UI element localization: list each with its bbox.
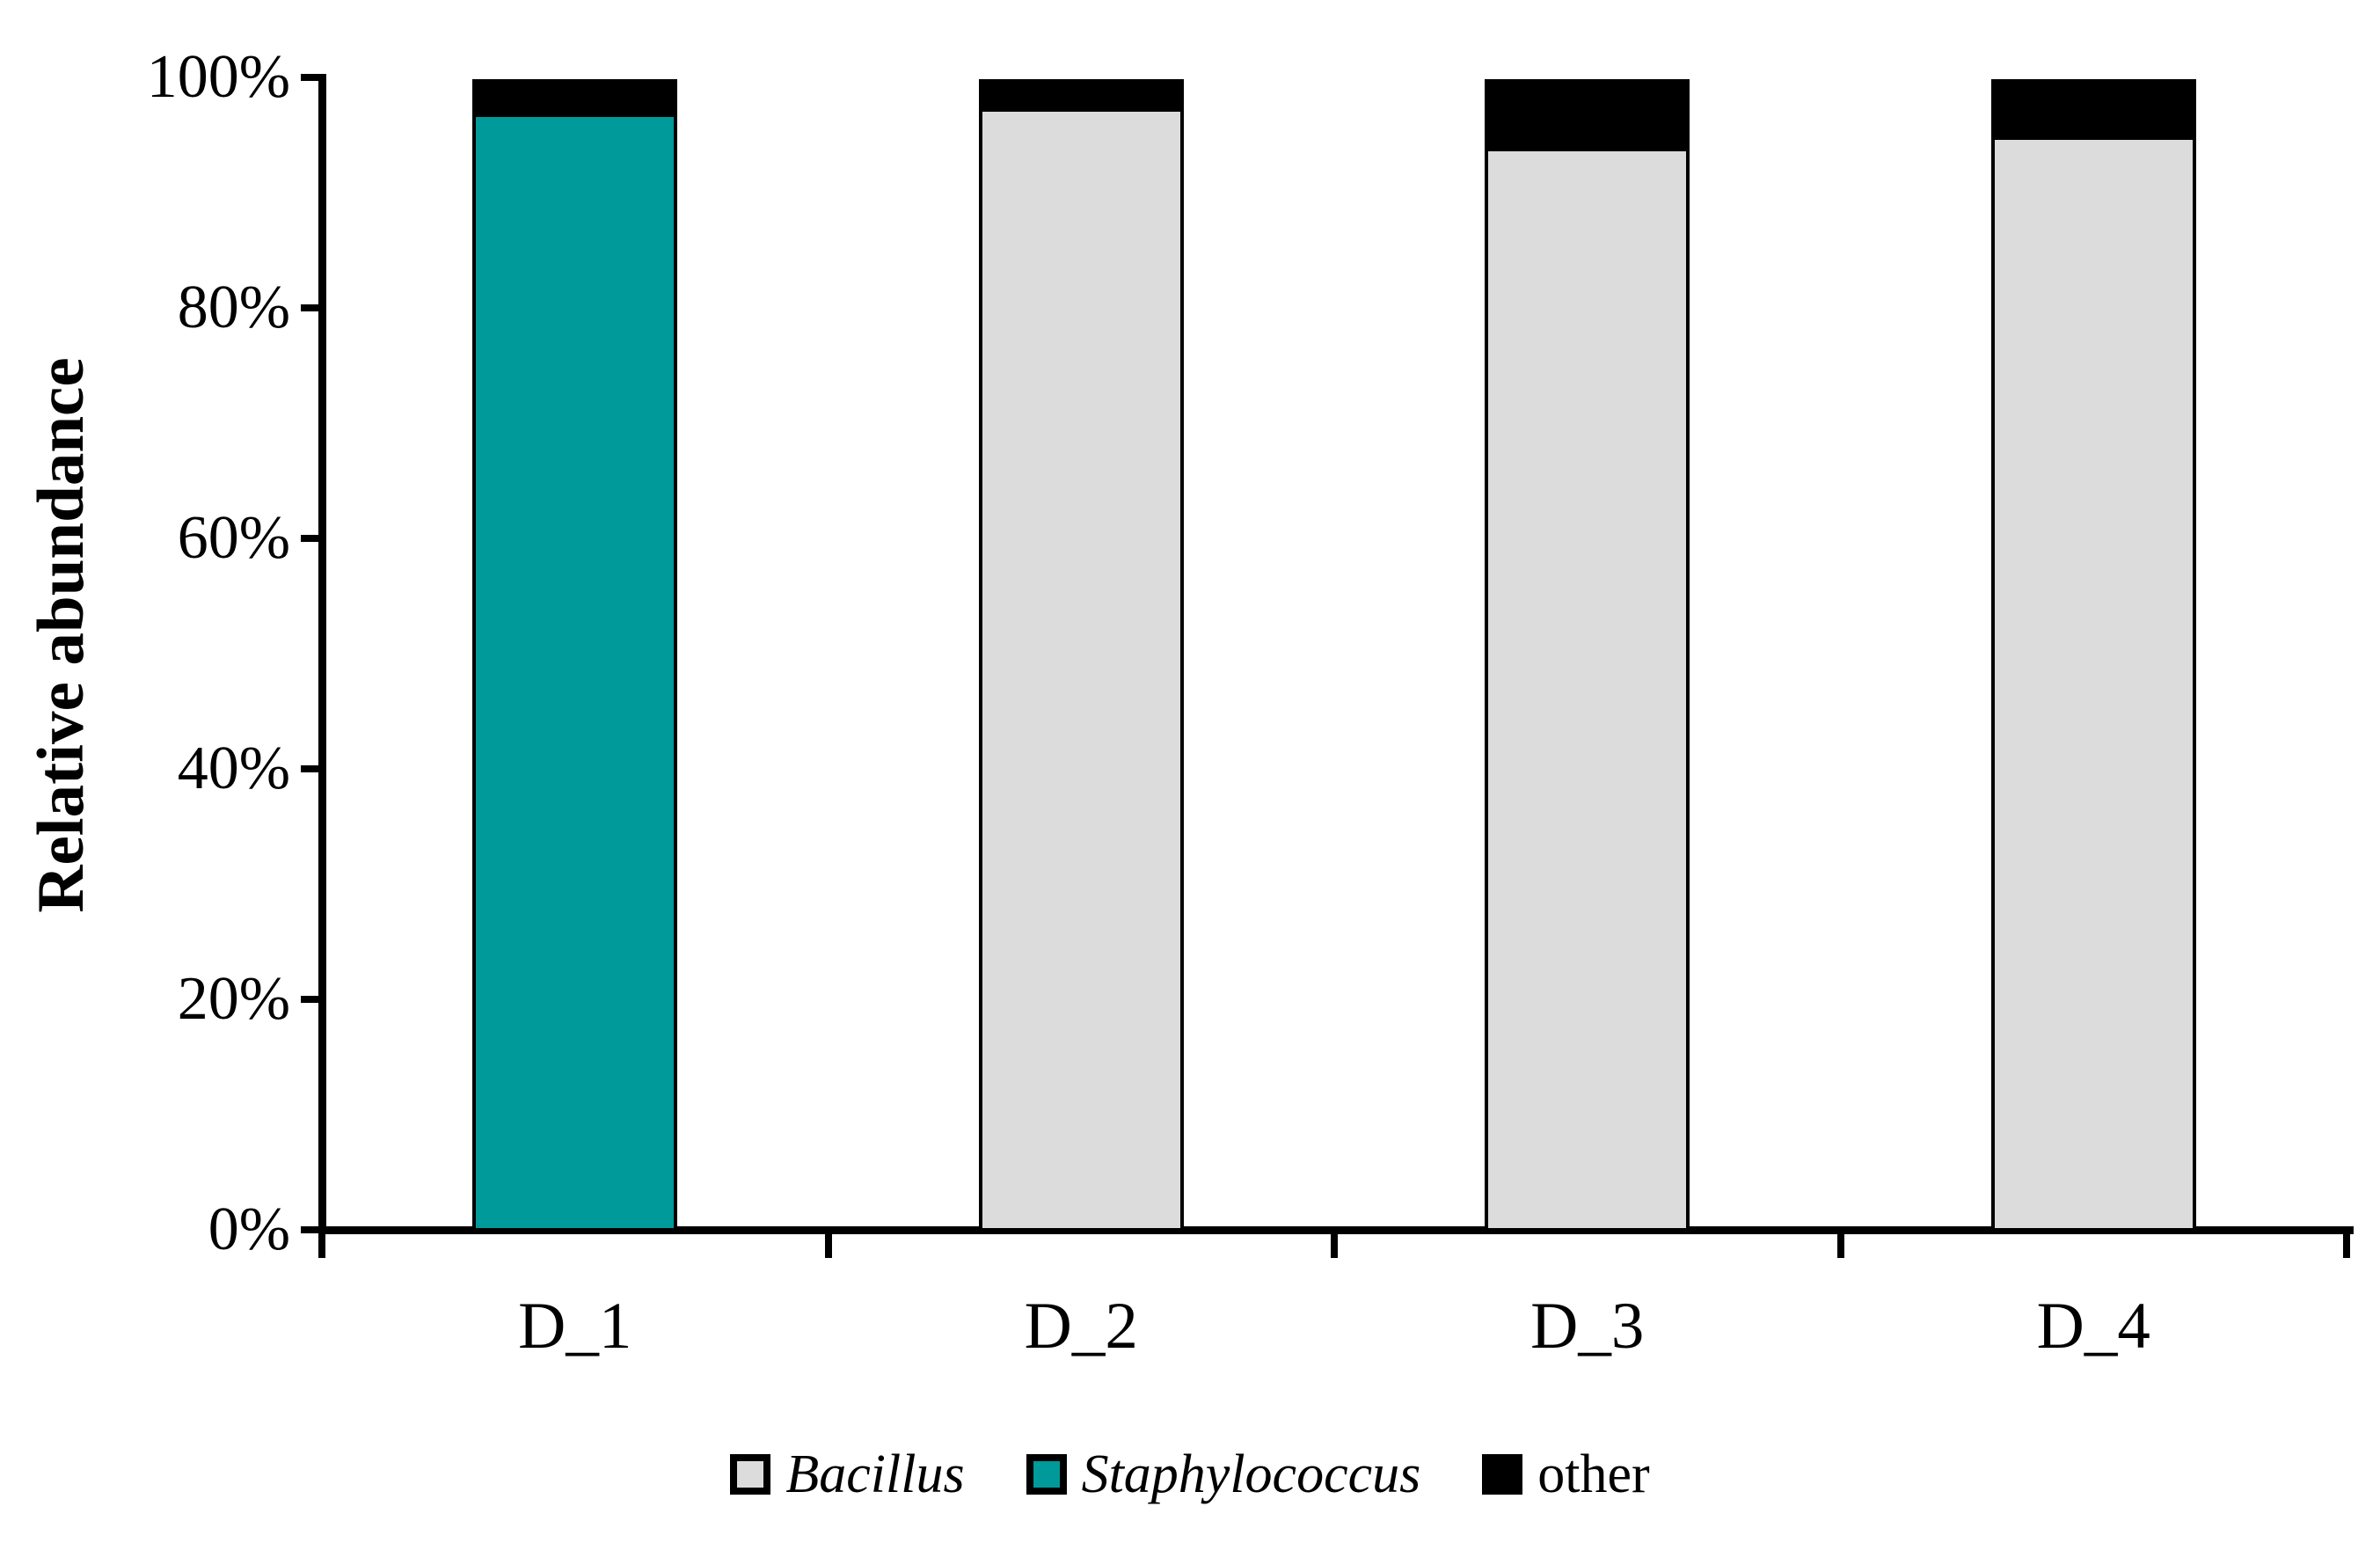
y-tick (301, 996, 325, 1003)
segment-staphylococcus (476, 117, 675, 1228)
y-tick-label: 60% (177, 504, 290, 572)
legend-label: Bacillus (785, 1444, 965, 1504)
y-tick-label: 80% (177, 274, 290, 341)
bar-D_1 (472, 79, 678, 1232)
x-category-label: D_4 (2036, 1290, 2150, 1363)
segment-bacillus (982, 111, 1180, 1228)
bar-D_2 (978, 79, 1184, 1232)
segment-other (982, 83, 1180, 112)
legend-swatch-staphylococcus (1026, 1454, 1067, 1495)
segment-bacillus (1488, 151, 1687, 1228)
y-tick (301, 304, 325, 311)
bar-D_3 (1485, 79, 1690, 1232)
legend-swatch-other (1482, 1454, 1523, 1495)
y-tick (301, 74, 325, 81)
y-tick (301, 535, 325, 542)
segment-bacillus (1994, 140, 2193, 1228)
y-tick (301, 1226, 325, 1233)
segment-other (1994, 83, 2193, 141)
legend-item-staphylococcus: Staphylococcus (1026, 1432, 1421, 1517)
segment-other (476, 83, 675, 118)
x-tick (1331, 1230, 1338, 1258)
x-tick (824, 1230, 832, 1258)
x-category-label: D_2 (1024, 1290, 1138, 1363)
y-axis-title: Relative abundance (25, 357, 98, 913)
y-axis-line (318, 74, 326, 1234)
legend-item-other: other (1482, 1432, 1650, 1517)
segment-other (1488, 83, 1687, 152)
legend-swatch-bacillus (730, 1454, 771, 1495)
legend-label: other (1537, 1444, 1650, 1504)
legend: Bacillus Staphylococcus other (0, 1432, 2380, 1517)
x-tick (1836, 1230, 1844, 1258)
x-category-label: D_3 (1530, 1290, 1645, 1363)
bar-D_4 (1990, 79, 2196, 1232)
x-tick (2343, 1230, 2350, 1258)
x-category-label: D_1 (518, 1290, 632, 1363)
y-tick-label: 0% (208, 1196, 290, 1263)
y-tick-label: 100% (146, 43, 290, 111)
y-tick-label: 20% (177, 965, 290, 1033)
legend-item-bacillus: Bacillus (730, 1432, 965, 1517)
legend-label: Staphylococcus (1081, 1444, 1421, 1504)
x-tick (318, 1230, 325, 1258)
y-tick (301, 765, 325, 772)
y-tick-label: 40% (177, 735, 290, 802)
